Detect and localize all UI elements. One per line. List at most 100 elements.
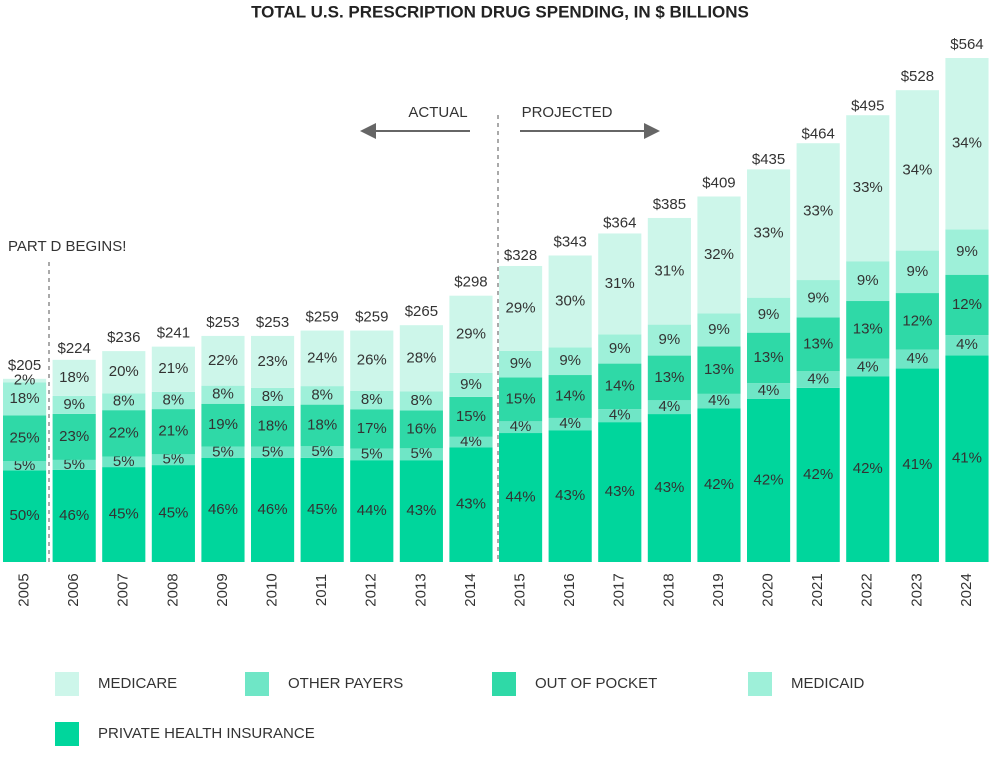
- data-label: 23%: [258, 353, 288, 370]
- data-label: 9%: [907, 263, 929, 280]
- data-label: 44%: [357, 502, 387, 519]
- bar-segment: [846, 376, 890, 562]
- data-label: 20%: [109, 363, 139, 380]
- bar-segment: [647, 414, 691, 562]
- bar-segment: [300, 404, 344, 447]
- bar-segment: [499, 421, 543, 434]
- bar-segment: [895, 250, 939, 294]
- bar-segment: [399, 410, 443, 449]
- x-tick-label: 2023: [908, 573, 925, 606]
- data-label: 19%: [208, 416, 238, 433]
- data-label: 9%: [659, 331, 681, 348]
- x-tick-label: 2018: [660, 573, 677, 606]
- x-tick-label: 2022: [859, 573, 876, 606]
- data-label: 29%: [506, 299, 536, 316]
- data-label: 4%: [956, 336, 978, 353]
- bar-segment: [399, 460, 443, 562]
- data-label: 45%: [307, 501, 337, 518]
- data-label: 46%: [258, 501, 288, 518]
- data-label: 13%: [754, 349, 784, 366]
- data-label: 5%: [113, 453, 135, 470]
- data-label: 42%: [704, 476, 734, 493]
- bar-segment: [647, 355, 691, 401]
- data-label: 21%: [158, 360, 188, 377]
- data-label: 5%: [361, 445, 383, 462]
- bar-segment: [350, 390, 394, 410]
- bar-segment: [796, 280, 840, 318]
- x-tick-label: 2011: [313, 574, 330, 606]
- data-label: 42%: [803, 466, 833, 483]
- total-label: $253: [206, 314, 239, 331]
- data-label: 9%: [758, 306, 780, 323]
- x-tick-label: 2020: [760, 573, 777, 606]
- data-label: 15%: [506, 390, 536, 407]
- bar-segment: [52, 395, 96, 414]
- bar-segment: [796, 371, 840, 388]
- bar-segment: [945, 58, 989, 230]
- legend-label: OTHER PAYERS: [288, 675, 403, 692]
- bar-segment: [300, 330, 344, 387]
- data-label: 9%: [708, 321, 730, 338]
- data-label: 8%: [113, 393, 135, 410]
- data-label: 25%: [10, 429, 40, 446]
- bar-segment: [3, 470, 47, 562]
- total-label: $495: [851, 98, 884, 115]
- data-label: 4%: [758, 382, 780, 399]
- bar-segment: [201, 458, 245, 562]
- data-label: 4%: [857, 358, 879, 375]
- x-tick-label: 2015: [512, 573, 529, 606]
- bar-segment: [598, 233, 642, 335]
- total-label: $464: [801, 125, 834, 142]
- bar-segment: [449, 372, 493, 397]
- data-label: 41%: [902, 456, 932, 473]
- bar-segment: [151, 454, 195, 466]
- data-label: 4%: [460, 433, 482, 450]
- total-label: $298: [454, 274, 487, 291]
- bar-segment: [697, 313, 741, 347]
- total-label: $328: [504, 247, 537, 264]
- total-label: $265: [405, 303, 438, 320]
- bar-segment: [102, 393, 146, 411]
- data-label: 34%: [952, 135, 982, 152]
- bar-segment: [747, 383, 791, 399]
- data-label: 17%: [357, 420, 387, 437]
- legend-swatch: [748, 672, 772, 696]
- data-label: 8%: [411, 392, 433, 409]
- data-label: 5%: [163, 451, 185, 468]
- data-label: 43%: [605, 483, 635, 500]
- legend-label: PRIVATE HEALTH INSURANCE: [98, 725, 315, 742]
- bar-segment: [945, 335, 989, 356]
- x-tick-label: 2005: [16, 573, 33, 606]
- data-label: 4%: [609, 407, 631, 424]
- data-label: 4%: [659, 398, 681, 415]
- bar-segment: [102, 456, 146, 468]
- bar-segment: [449, 396, 493, 437]
- data-label: 42%: [754, 471, 784, 488]
- bar-segment: [102, 351, 146, 394]
- data-label: 46%: [208, 501, 238, 518]
- legend-swatch: [245, 672, 269, 696]
- data-label: 8%: [361, 391, 383, 408]
- bar-segment: [895, 349, 939, 369]
- data-label: 43%: [456, 496, 486, 513]
- data-label: 44%: [506, 488, 536, 505]
- bar-segment: [499, 265, 543, 351]
- bar-segment: [548, 375, 592, 418]
- total-label: $435: [752, 151, 785, 168]
- bar-segment: [548, 430, 592, 562]
- bar-segment: [201, 385, 245, 404]
- data-label: 13%: [853, 321, 883, 338]
- bar-segment: [697, 393, 741, 409]
- total-label: $241: [157, 325, 190, 342]
- data-label: 8%: [212, 386, 234, 403]
- bar-segment: [449, 436, 493, 448]
- bar-segment: [102, 410, 146, 457]
- data-label: 9%: [956, 243, 978, 260]
- data-label: 9%: [510, 355, 532, 372]
- bar-segment: [251, 406, 295, 447]
- data-label: 2%: [14, 372, 36, 389]
- total-label: $364: [603, 215, 636, 232]
- data-label: 13%: [654, 369, 684, 386]
- bar-segment: [52, 413, 96, 460]
